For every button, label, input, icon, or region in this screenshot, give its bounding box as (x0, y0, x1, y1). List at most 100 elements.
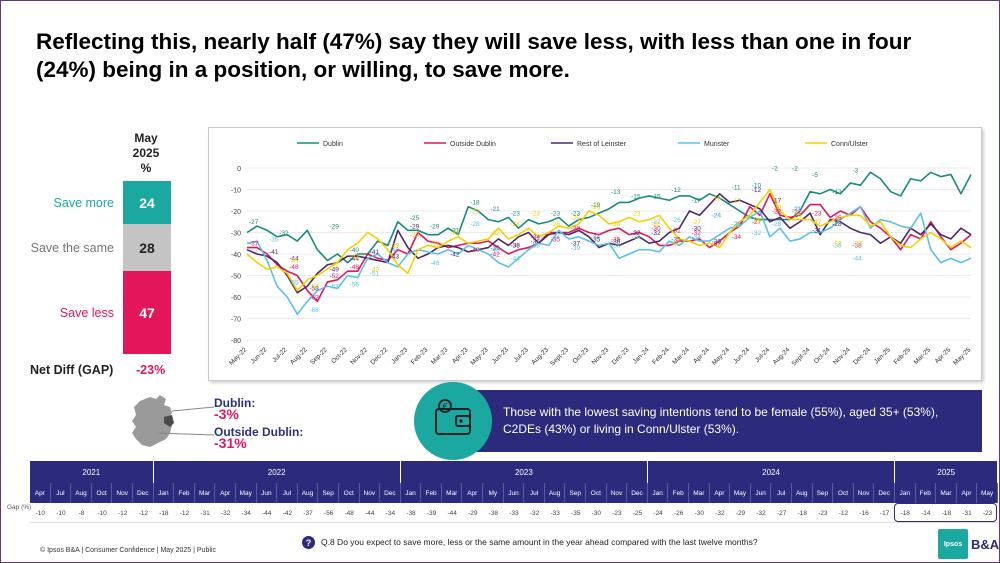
gap-value-cell: -17 (879, 509, 890, 517)
data-label: -25 (410, 215, 420, 222)
gap-month-cell: Apr (956, 483, 978, 503)
gap-month-cell: Dec (380, 483, 401, 503)
x-tick-label: May-24 (711, 346, 732, 367)
save-less-segment: 47 (123, 271, 171, 354)
gap-value-cell: -42 (282, 509, 293, 517)
data-label: -32 (631, 230, 641, 237)
data-label: -32 (691, 230, 701, 237)
data-label: -52 (329, 273, 339, 280)
y-tick-label: -70 (231, 317, 241, 324)
gap-value-cell: -18 (900, 509, 910, 517)
gap-month-cell: Nov (606, 483, 628, 503)
data-label: -13 (832, 189, 842, 196)
data-label: -28 (611, 221, 621, 228)
data-label: -44 (852, 256, 862, 263)
x-tick-label: Jul-23 (512, 346, 530, 364)
data-label: -32 (490, 230, 500, 237)
gap-value-cell: -14 (921, 509, 931, 517)
gap-month-cell: Dec (874, 483, 895, 503)
data-label: -17 (691, 198, 701, 205)
gap-month-cell: Aug (297, 483, 319, 503)
gap-value-cell: -10 (97, 509, 107, 517)
x-tick-label: Nov-23 (591, 346, 611, 366)
data-label: -27 (249, 219, 259, 226)
gap-month-cell: Mar (936, 483, 957, 503)
x-tick-label: Aug-23 (530, 346, 550, 366)
gap-table-months: Apr Jul Aug Oct Nov Dec Jan Feb Mar Apr May Jun Jul A… (30, 483, 998, 503)
data-label: -68 (309, 307, 319, 314)
data-label: -43 (390, 253, 400, 260)
gap-value-cell: -56 (323, 509, 334, 517)
x-tick-label: May-25 (952, 346, 973, 367)
data-label: -27 (651, 219, 661, 226)
data-label: -31 (671, 228, 681, 235)
data-label: -23 (812, 210, 822, 217)
data-label: -35 (551, 236, 561, 243)
data-label: -35 (611, 236, 621, 243)
data-label: -30 (651, 226, 661, 233)
gap-value-cell: -23 (982, 509, 993, 517)
gap-value-cell: -32 (756, 509, 766, 517)
x-tick-label: Jun-24 (732, 346, 751, 365)
wallet-icon-circle: € (414, 382, 492, 460)
y-tick-label: -30 (231, 231, 241, 238)
gap-value-cell: -18 (797, 509, 807, 517)
data-label: -20 (591, 204, 601, 211)
y-tick-label: -40 (231, 252, 241, 259)
logo: Ipsos B&A (938, 528, 999, 560)
data-label: -21 (490, 206, 500, 213)
gap-value-cell: -37 (303, 509, 313, 517)
gap-value-cell: -33 (550, 509, 560, 517)
data-label: -40 (350, 247, 360, 254)
x-tick-label: Feb-23 (410, 346, 430, 366)
gap-month-cell: Jan (153, 483, 175, 503)
data-label: -32 (631, 230, 641, 237)
stack-header-year: 2025 (132, 146, 160, 160)
gap-year-2023: 2023 (400, 461, 648, 483)
gap-value-cell: -38 (406, 509, 416, 517)
gap-value-cell: -18 (159, 509, 169, 517)
wallet-icon: € (435, 399, 471, 435)
gap-value-cell: -32 (220, 509, 231, 517)
question-icon: ? (302, 536, 315, 549)
gap-value-cell: -35 (571, 509, 581, 517)
series-line-conn-ulster (246, 188, 972, 292)
gap-value-cell: -32 (715, 509, 725, 517)
x-tick-label: Jan-25 (873, 346, 892, 365)
gap-month-cell: Jul (524, 483, 545, 503)
gap-month-cell: Aug (791, 483, 813, 503)
gap-value-cell: -34 (385, 509, 396, 517)
gap-value-cell: -12 (117, 509, 128, 517)
data-label: -32 (752, 230, 762, 237)
gap-month-cell: Oct (586, 483, 607, 503)
gap-value-cell: -29 (468, 509, 478, 517)
gap-month-cell: May (730, 483, 751, 503)
data-label: -23 (571, 210, 581, 217)
x-tick-label: Oct-22 (330, 346, 349, 365)
svg-text:€: € (442, 402, 447, 411)
gap-month-cell: Nov (853, 483, 875, 503)
data-label: -56 (350, 281, 360, 288)
y-tick-label: 0 (237, 166, 241, 173)
data-label: -38 (611, 243, 621, 250)
x-tick-label: Jan-24 (632, 346, 651, 365)
gap-value-cell: -24 (653, 509, 663, 517)
data-label: -39 (571, 245, 581, 252)
stack-header-month: May (134, 131, 158, 145)
gap-month-cell: Oct (338, 483, 360, 503)
gap-month-cell: Mar (441, 483, 463, 503)
data-label: -44 (289, 256, 299, 263)
gap-month-cell: Jul (277, 483, 298, 503)
y-tick-label: -20 (231, 209, 241, 216)
save-less-label: Save less (59, 306, 114, 320)
data-label: -40 (390, 247, 400, 254)
gap-value-cell: -33 (509, 509, 519, 517)
x-tick-label: May-23 (469, 346, 490, 367)
save-more-segment: 24 (123, 181, 171, 224)
dublin-gap-label: Dublin: (214, 396, 256, 410)
data-label: -28 (470, 221, 480, 228)
gap-month-cell: Oct (833, 483, 854, 503)
x-tick-label: Mar-24 (671, 346, 691, 366)
gap-value-cell: -16 (859, 509, 869, 517)
data-label: -35 (591, 236, 601, 243)
